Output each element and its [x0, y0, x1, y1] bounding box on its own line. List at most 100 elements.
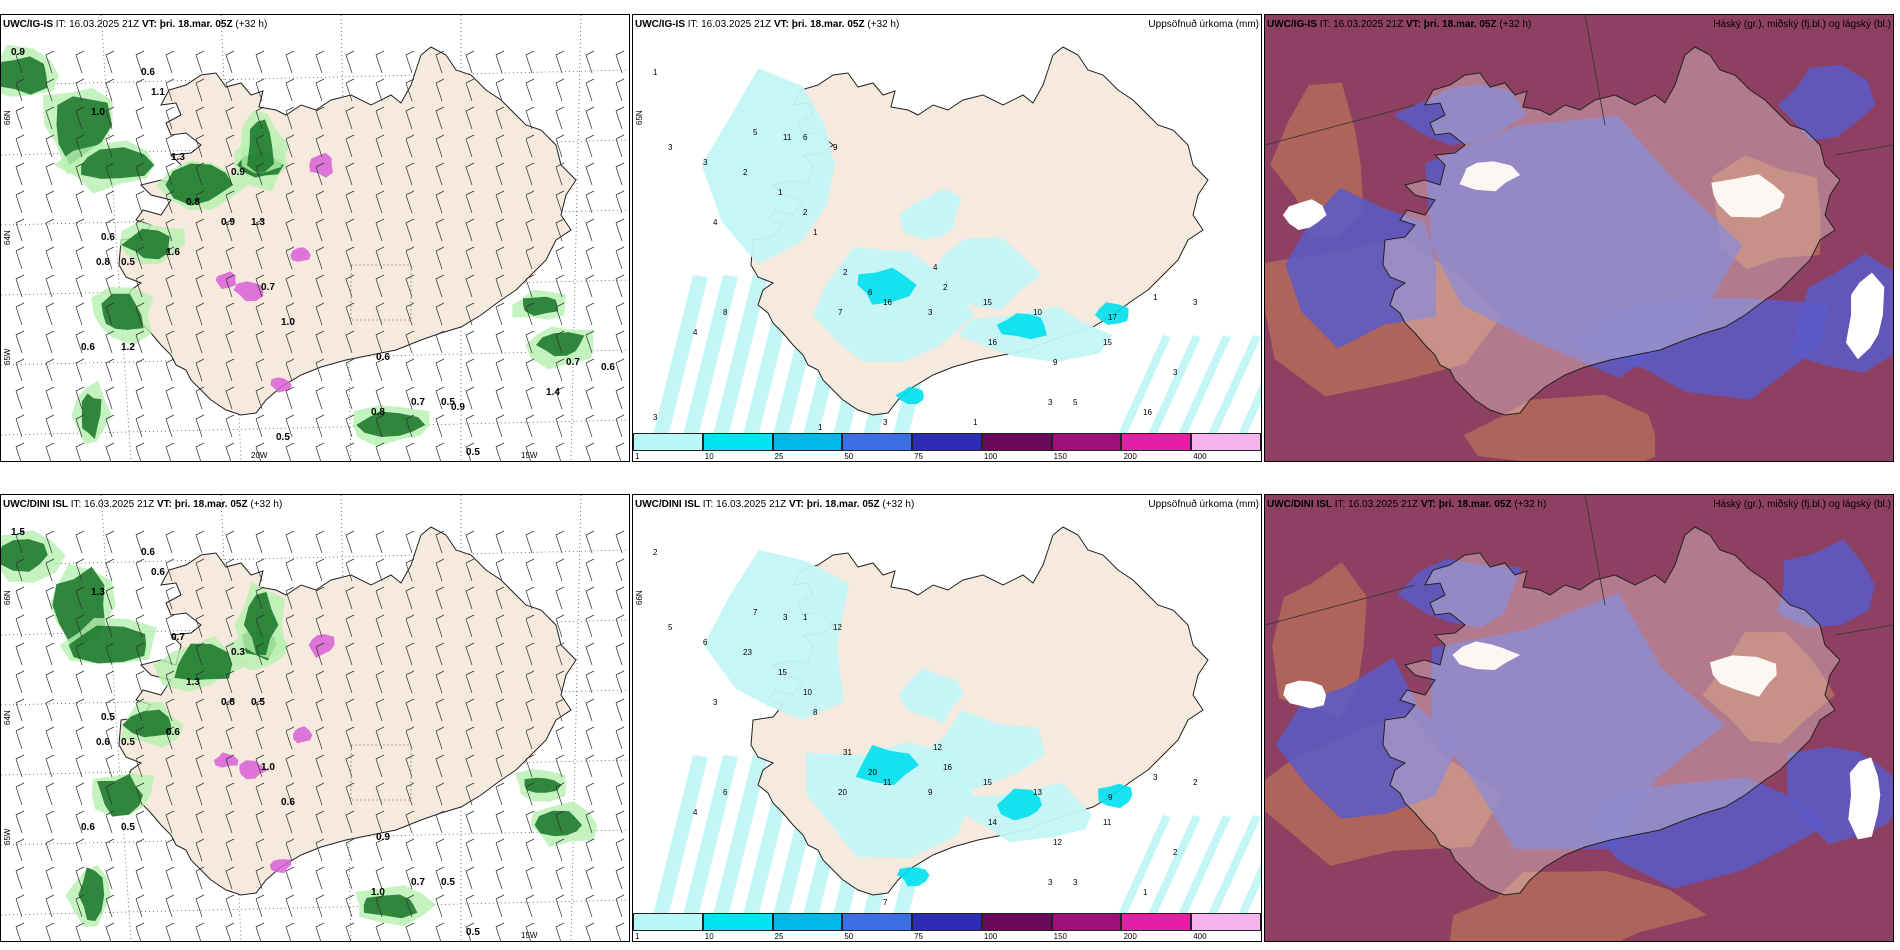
wind-barb [375, 390, 383, 410]
wind-barb-flag [105, 922, 115, 928]
wind-barb-flag [255, 586, 265, 592]
wind-barb [495, 702, 503, 722]
precip-value-label: 4 [713, 218, 718, 227]
wind-barb [495, 618, 503, 638]
wind-barb [315, 390, 323, 410]
precip-area [1, 56, 48, 95]
wind-barb-flag [135, 586, 145, 592]
wind-barb [15, 138, 23, 158]
wind-barb-flag [75, 530, 85, 536]
precip-streak [1203, 335, 1261, 447]
wind-barb-flag [435, 698, 445, 704]
wind-barb-flag [225, 106, 235, 112]
precip-value-label: 16 [1143, 408, 1152, 417]
wind-barb-flag [345, 358, 355, 364]
wind-barb [615, 250, 623, 270]
wind-barb-flag [45, 810, 55, 816]
wind-barb [585, 730, 593, 750]
wind-barb [255, 250, 263, 270]
panel-field-title: Uppsöfnuð úrkoma (mm) [1148, 19, 1259, 30]
wind-barb-flag [345, 558, 355, 564]
wind-barb [405, 646, 413, 666]
wind-barb [105, 758, 113, 778]
precip-value-label: 1.0 [91, 107, 105, 118]
wind-barb-flag [105, 614, 115, 620]
precip-value-label: 6 [703, 638, 708, 647]
wind-barb-flag [495, 810, 505, 816]
wind-barb [555, 334, 563, 354]
precip-area [81, 147, 155, 179]
wind-barb [285, 590, 293, 610]
wind-barb-flag [495, 414, 505, 420]
wind-barb [255, 278, 263, 298]
wind-barb-flag [75, 642, 85, 648]
wind-barb-flag [165, 894, 175, 900]
wind-barb [75, 110, 83, 130]
wind-barb [435, 194, 443, 214]
wind-barb [255, 222, 263, 242]
wind-barb [315, 562, 323, 582]
wind-barb-flag [465, 50, 475, 56]
wind-barb [615, 138, 623, 158]
wind-barb-flag [255, 274, 265, 280]
wind-barb-flag [435, 50, 445, 56]
wind-barb [585, 110, 593, 130]
wind-barb-flag [285, 330, 295, 336]
wind-barb [315, 334, 323, 354]
precip-value-label: 0.8 [371, 407, 385, 418]
model-name: UWC/IG-IS [635, 19, 685, 30]
it-label: IT: [55, 19, 67, 30]
wind-barb-flag [195, 50, 205, 56]
wind-barb-flag [225, 302, 235, 308]
wind-barb [495, 590, 503, 610]
wind-barb [345, 222, 353, 242]
wind-barb-flag [495, 614, 505, 620]
wind-barb [135, 362, 143, 382]
wind-barb-flag [225, 246, 235, 252]
wind-barb [105, 842, 113, 862]
wind-barb-flag [555, 442, 565, 448]
wind-barb-flag [285, 530, 295, 536]
wind-barb [285, 814, 293, 834]
wind-barb [585, 562, 593, 582]
wind-barb-flag [465, 726, 475, 732]
wind-barb [345, 786, 353, 806]
wind-barb-flag [135, 810, 145, 816]
wind-barb [255, 730, 263, 750]
wind-barb-flag [255, 614, 265, 620]
wind-barb-flag [165, 330, 175, 336]
wind-barb-flag [495, 782, 505, 788]
wind-barb-flag [525, 586, 535, 592]
heavy-precip-area [996, 788, 1042, 821]
wind-barb [15, 590, 23, 610]
wind-barb [465, 814, 473, 834]
wind-barb-flag [375, 162, 385, 168]
wind-barb [75, 534, 83, 554]
wind-barb-flag [615, 386, 625, 392]
heavy-precip-area [896, 867, 930, 887]
wind-barb-flag [45, 726, 55, 732]
wind-barb-flag [525, 50, 535, 56]
wind-barb [165, 562, 173, 582]
wind-barb-flag [285, 614, 295, 620]
wind-barb-flag [495, 670, 505, 676]
wind-barb-flag [225, 838, 235, 844]
wind-barb-flag [435, 442, 445, 448]
wind-barb [285, 446, 292, 461]
wind-barb [105, 730, 113, 750]
wind-barb-flag [465, 530, 475, 536]
wind-barb [165, 166, 173, 186]
precip-value-label: 0.5 [441, 877, 455, 888]
wind-barb [135, 870, 143, 890]
wind-barb-flag [555, 106, 565, 112]
wind-barb-flag [225, 558, 235, 564]
wind-barb [135, 278, 143, 298]
wind-barb-flag [345, 754, 355, 760]
wind-barb [315, 898, 323, 918]
wind-barb [105, 166, 113, 186]
wind-barb-flag [195, 810, 205, 816]
it-label: IT: [687, 19, 699, 30]
wind-barb-flag [555, 190, 565, 196]
wind-barb-flag [195, 838, 205, 844]
wind-barb-flag [465, 614, 475, 620]
